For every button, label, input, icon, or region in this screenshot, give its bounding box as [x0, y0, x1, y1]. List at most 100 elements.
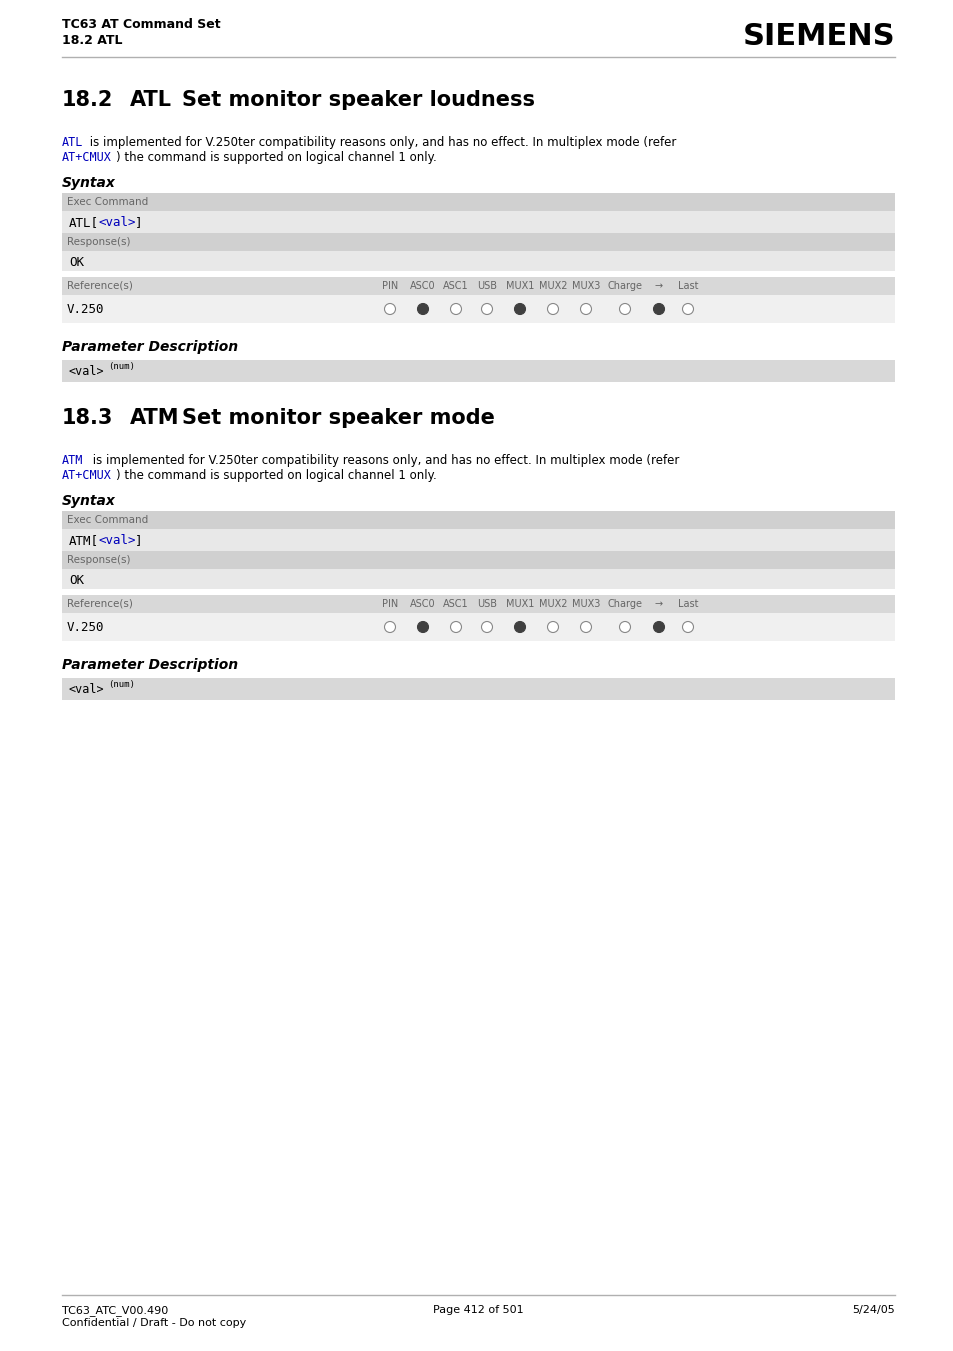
Text: Charge: Charge: [607, 281, 641, 290]
Circle shape: [618, 304, 630, 315]
Text: ATM: ATM: [62, 454, 83, 467]
Text: PIN: PIN: [381, 598, 397, 609]
Bar: [62, 251, 894, 272]
Text: <val>: <val>: [99, 216, 136, 230]
Text: ASC0: ASC0: [410, 598, 436, 609]
Bar: [62, 359, 894, 382]
Text: Exec Command: Exec Command: [67, 197, 148, 207]
Text: is implemented for V.250ter compatibility reasons only, and has no effect. In mu: is implemented for V.250ter compatibilit…: [89, 454, 679, 467]
Text: SIEMENS: SIEMENS: [741, 22, 894, 51]
Circle shape: [450, 621, 461, 632]
Text: ) the command is supported on logical channel 1 only.: ) the command is supported on logical ch…: [116, 469, 436, 482]
Bar: [62, 295, 373, 323]
Circle shape: [579, 304, 591, 315]
Circle shape: [681, 621, 693, 632]
Text: Syntax: Syntax: [62, 494, 115, 508]
Text: 18.2: 18.2: [62, 91, 113, 109]
Text: 18.2 ATL: 18.2 ATL: [62, 34, 122, 47]
Text: MUX2: MUX2: [538, 281, 567, 290]
Text: ATL[: ATL[: [69, 216, 99, 230]
Bar: [62, 277, 373, 295]
Text: Response(s): Response(s): [67, 555, 131, 565]
Text: Set monitor speaker loudness: Set monitor speaker loudness: [182, 91, 535, 109]
Text: →: →: [655, 281, 662, 290]
Text: ATM: ATM: [130, 408, 179, 428]
Bar: [373, 613, 894, 640]
Circle shape: [450, 304, 461, 315]
Text: ATL: ATL: [130, 91, 172, 109]
Text: Last: Last: [677, 598, 698, 609]
Text: is implemented for V.250ter compatibility reasons only, and has no effect. In mu: is implemented for V.250ter compatibilit…: [86, 136, 676, 149]
Text: TC63_ATC_V00.490: TC63_ATC_V00.490: [62, 1305, 168, 1316]
Bar: [62, 613, 373, 640]
Circle shape: [681, 304, 693, 315]
Text: Charge: Charge: [607, 598, 641, 609]
Circle shape: [653, 621, 664, 632]
Bar: [62, 678, 894, 700]
Text: 5/24/05: 5/24/05: [851, 1305, 894, 1315]
Circle shape: [417, 621, 428, 632]
Circle shape: [481, 621, 492, 632]
Text: <val>: <val>: [69, 365, 105, 378]
Circle shape: [417, 304, 428, 315]
Text: MUX2: MUX2: [538, 598, 567, 609]
Text: MUX1: MUX1: [505, 281, 534, 290]
Text: 18.3: 18.3: [62, 408, 113, 428]
Bar: [373, 277, 894, 295]
Text: V.250: V.250: [67, 303, 105, 316]
Text: →: →: [655, 598, 662, 609]
Text: Reference(s): Reference(s): [67, 281, 132, 290]
Circle shape: [384, 304, 395, 315]
Text: Syntax: Syntax: [62, 176, 115, 190]
Text: PIN: PIN: [381, 281, 397, 290]
Circle shape: [547, 621, 558, 632]
Text: Confidential / Draft - Do not copy: Confidential / Draft - Do not copy: [62, 1319, 246, 1328]
Text: (num): (num): [108, 680, 134, 689]
Bar: [62, 232, 894, 251]
Circle shape: [547, 304, 558, 315]
Bar: [62, 193, 894, 211]
Bar: [62, 569, 894, 589]
Text: USB: USB: [476, 281, 497, 290]
Text: V.250: V.250: [67, 621, 105, 634]
Circle shape: [514, 621, 525, 632]
Circle shape: [514, 304, 525, 315]
Text: Response(s): Response(s): [67, 236, 131, 247]
Circle shape: [384, 621, 395, 632]
Text: Parameter Description: Parameter Description: [62, 658, 238, 671]
Text: Reference(s): Reference(s): [67, 598, 132, 609]
Circle shape: [579, 621, 591, 632]
Text: USB: USB: [476, 598, 497, 609]
Text: ) the command is supported on logical channel 1 only.: ) the command is supported on logical ch…: [116, 151, 436, 163]
Text: AT+CMUX: AT+CMUX: [62, 151, 112, 163]
Text: ]: ]: [135, 216, 142, 230]
Text: (num): (num): [108, 362, 134, 372]
Text: OK: OK: [69, 255, 84, 269]
Text: ATM[: ATM[: [69, 534, 99, 547]
Text: <val>: <val>: [99, 534, 136, 547]
Text: OK: OK: [69, 574, 84, 586]
Text: ASC0: ASC0: [410, 281, 436, 290]
Bar: [62, 551, 894, 569]
Bar: [62, 511, 894, 530]
Circle shape: [481, 304, 492, 315]
Text: ASC1: ASC1: [443, 598, 468, 609]
Circle shape: [653, 304, 664, 315]
Bar: [62, 530, 894, 551]
Text: MUX3: MUX3: [571, 598, 599, 609]
Circle shape: [618, 621, 630, 632]
Bar: [62, 594, 373, 613]
Text: ]: ]: [135, 534, 142, 547]
Text: Page 412 of 501: Page 412 of 501: [433, 1305, 523, 1315]
Text: <val>: <val>: [69, 684, 105, 696]
Text: AT+CMUX: AT+CMUX: [62, 469, 112, 482]
Text: Exec Command: Exec Command: [67, 515, 148, 526]
Text: MUX3: MUX3: [571, 281, 599, 290]
Text: ASC1: ASC1: [443, 281, 468, 290]
Text: ATL: ATL: [62, 136, 83, 149]
Bar: [373, 295, 894, 323]
Text: MUX1: MUX1: [505, 598, 534, 609]
Bar: [373, 594, 894, 613]
Text: Set monitor speaker mode: Set monitor speaker mode: [182, 408, 495, 428]
Text: TC63 AT Command Set: TC63 AT Command Set: [62, 18, 220, 31]
